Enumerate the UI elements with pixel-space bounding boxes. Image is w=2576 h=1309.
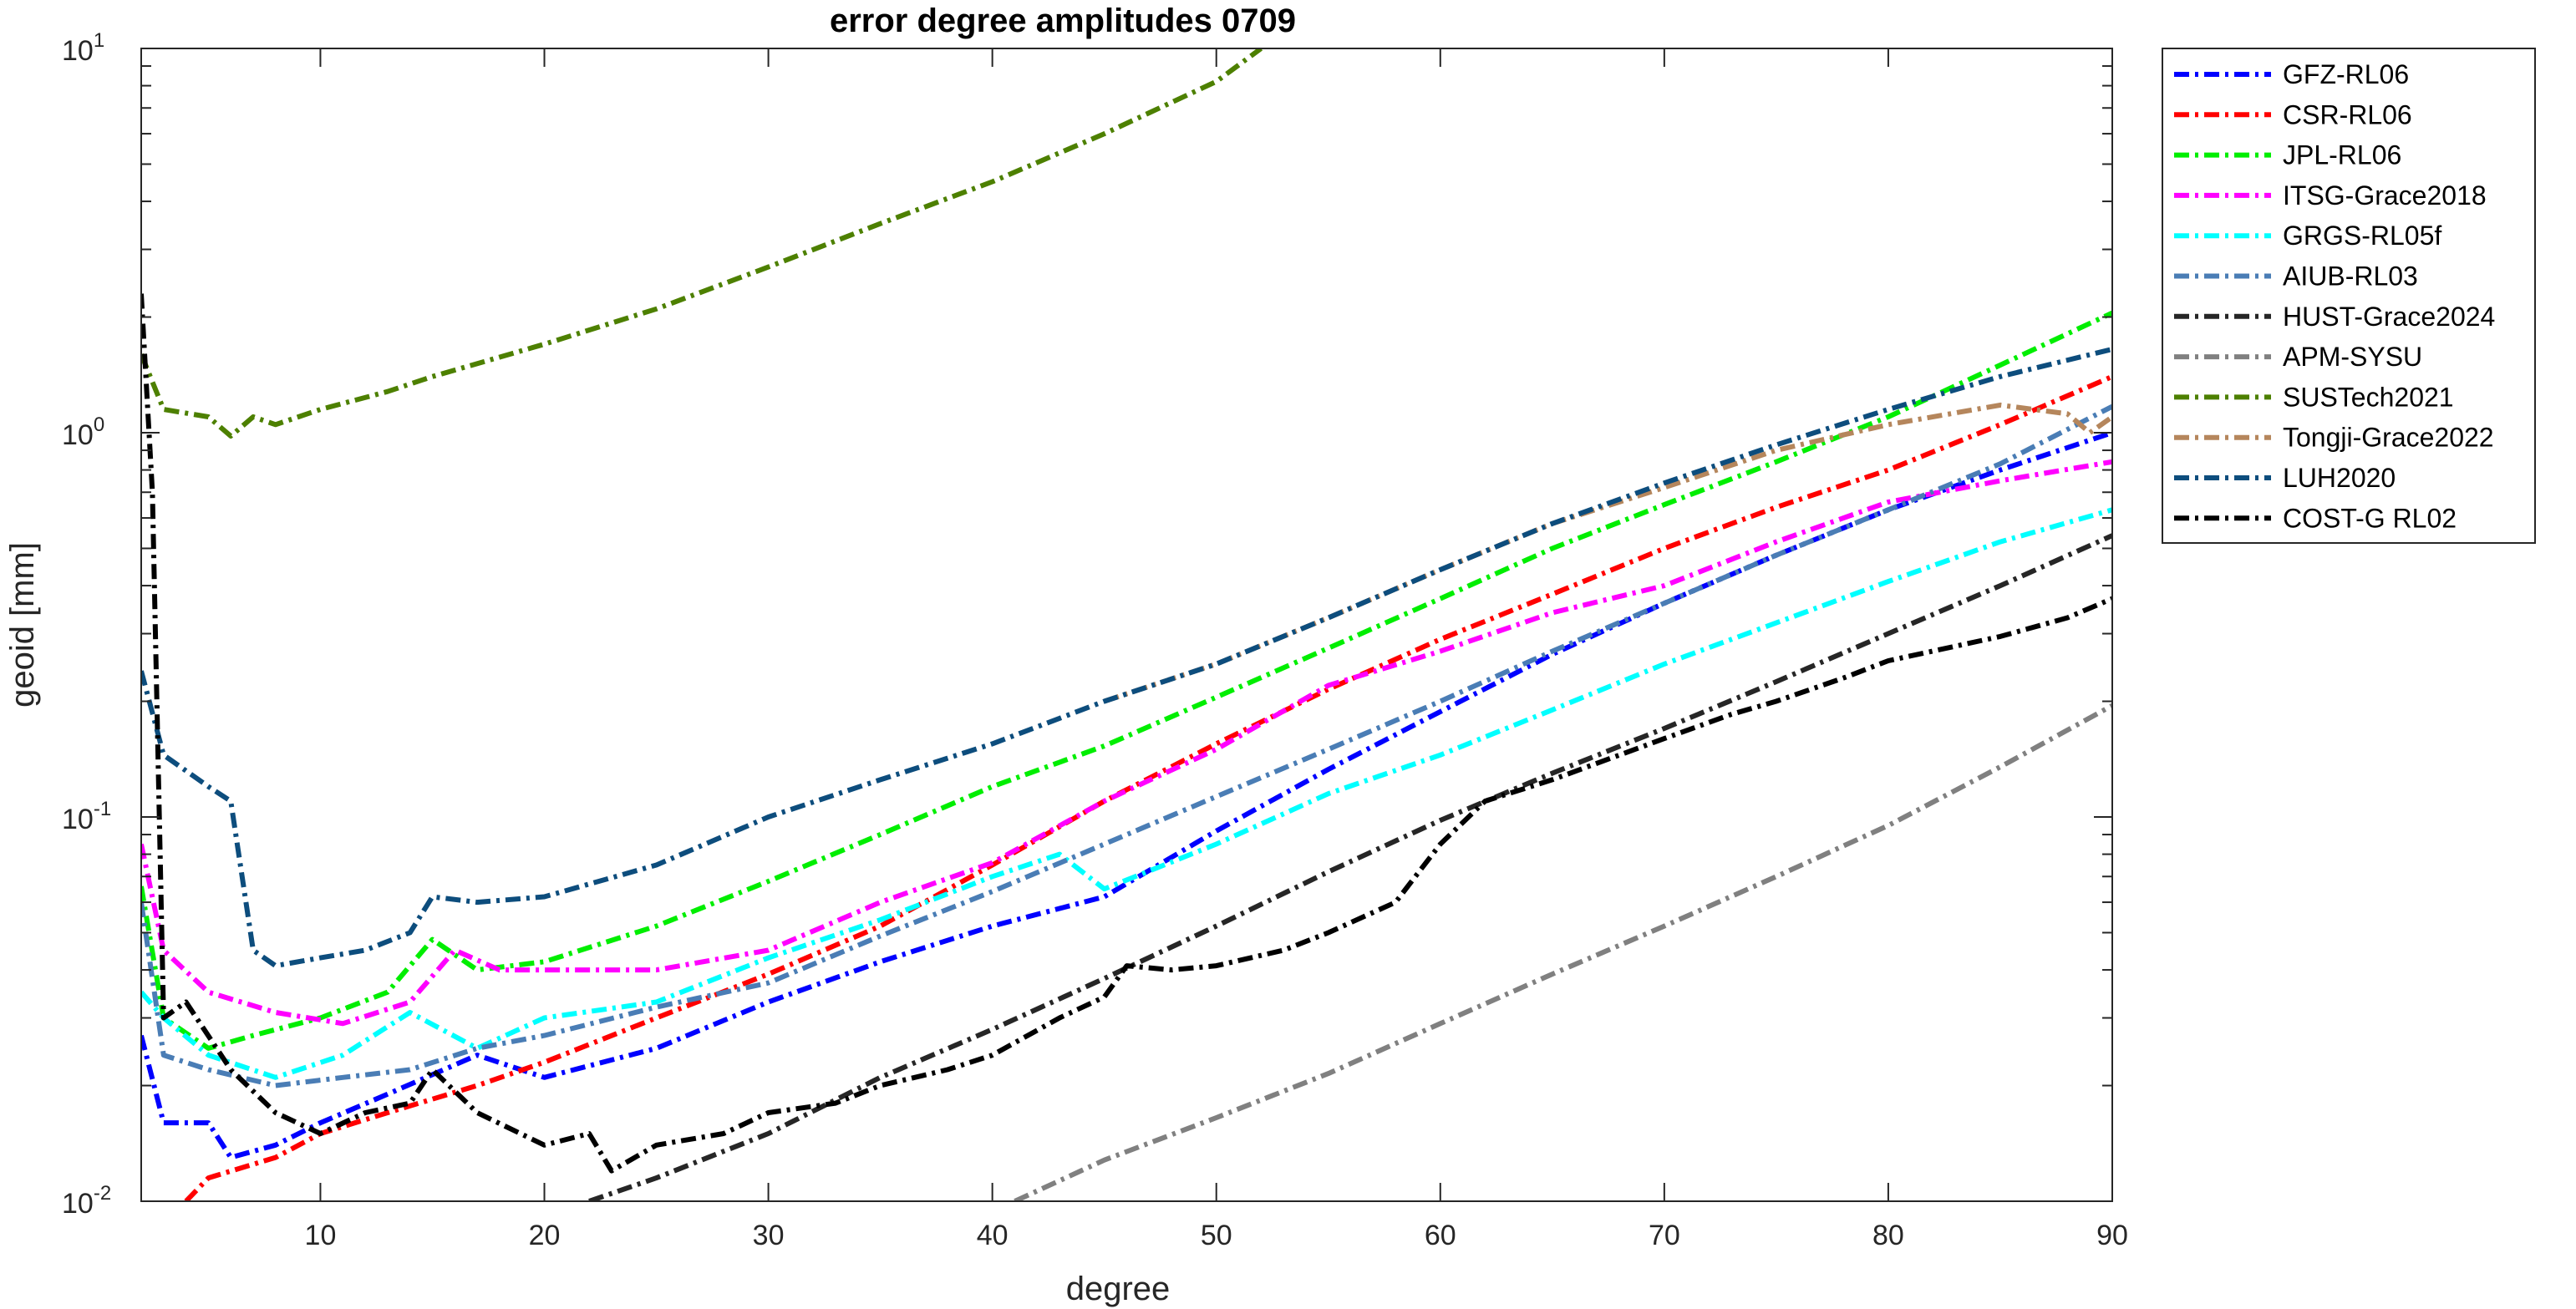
legend-label-10: LUH2020 [2283, 463, 2396, 493]
legend-label-3: ITSG-Grace2018 [2283, 180, 2487, 211]
x-tick-label-8: 90 [2096, 1220, 2128, 1251]
legend-label-2: JPL-RL06 [2283, 140, 2401, 170]
x-axis-label: degree [1066, 1271, 1171, 1307]
y-tick-labels: 10-2 10-1 100 101 [62, 29, 111, 1220]
series-line-8 [141, 48, 1263, 439]
y-tick-label-0: 10-2 [62, 1182, 111, 1220]
legend-label-7: APM-SYSU [2283, 342, 2422, 372]
y-tick-label-2: 100 [62, 414, 104, 451]
series-layer [141, 48, 2112, 1201]
legend: GFZ-RL06 CSR-RL06 JPL-RL06 ITSG-Grace2018 GR… [2162, 48, 2536, 544]
legend-label-11: COST-G RL02 [2283, 503, 2457, 533]
series-line-5 [141, 403, 2112, 1088]
series-line-6 [588, 533, 2112, 1201]
x-tick-label-5: 60 [1425, 1220, 1456, 1251]
y-axis-label: geoid [mm] [4, 542, 41, 708]
x-tick-label-6: 70 [1649, 1220, 1680, 1251]
legend-items: GFZ-RL06 CSR-RL06 JPL-RL06 ITSG-Grace2018 GR… [2174, 59, 2495, 533]
legend-label-4: GRGS-RL05f [2283, 221, 2441, 251]
series-line-7 [1014, 703, 2112, 1201]
plot-area [140, 48, 2113, 1202]
tick-layer [141, 48, 2113, 1202]
x-tick-label-4: 50 [1201, 1220, 1232, 1251]
legend-label-0: GFZ-RL06 [2283, 59, 2409, 89]
legend-box [2162, 48, 2536, 544]
legend-label-6: HUST-Grace2024 [2283, 302, 2495, 332]
y-tick-label-1: 10-1 [62, 798, 111, 835]
series-line-2 [141, 310, 2112, 1051]
x-tick-label-2: 30 [753, 1220, 785, 1251]
series-line-3 [141, 459, 2112, 1027]
legend-label-1: CSR-RL06 [2283, 99, 2412, 129]
series-line-4 [141, 507, 2112, 1080]
plot-background [141, 48, 2112, 1201]
series-line-11 [141, 293, 2112, 1174]
legend-label-8: SUSTech2021 [2283, 382, 2454, 412]
x-tick-labels: 10 20 30 40 50 60 70 80 90 [305, 1220, 2128, 1251]
x-tick-label-7: 80 [1872, 1220, 1904, 1251]
x-tick-label-1: 20 [529, 1220, 561, 1251]
series-line-10 [141, 347, 2112, 969]
legend-label-5: AIUB-RL03 [2283, 261, 2418, 292]
chart-title: error degree amplitudes 0709 [830, 3, 1296, 39]
x-tick-label-3: 40 [977, 1220, 1009, 1251]
x-tick-label-0: 10 [305, 1220, 337, 1251]
axes-box [140, 48, 2113, 1202]
y-tick-label-3: 101 [62, 29, 104, 67]
legend-label-9: Tongji-Grace2022 [2283, 423, 2494, 453]
